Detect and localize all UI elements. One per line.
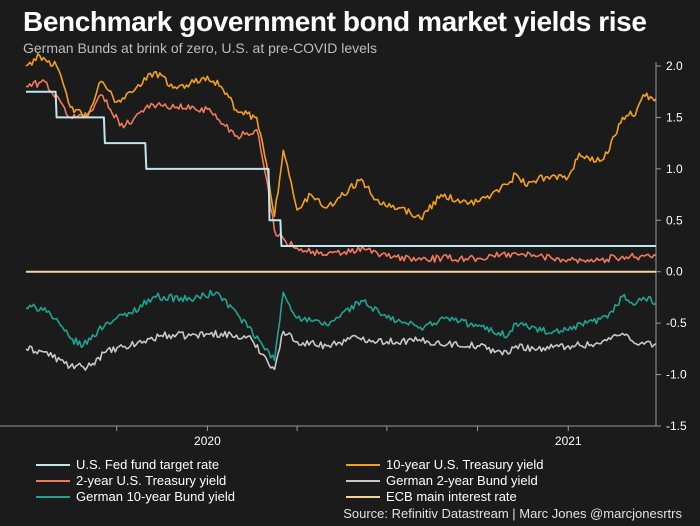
legend-item-ust10: 10-year U.S. Treasury yield: [346, 457, 544, 472]
legend-swatch: [36, 495, 70, 498]
legend-item-bund10: German 10-year Bund yield: [36, 489, 235, 504]
y-tick-label: -0.5: [666, 316, 687, 330]
legend-swatch: [346, 463, 380, 466]
source-note: Source: Refinitiv Datastream | Marc Jone…: [343, 506, 682, 521]
legend-label: German 10-year Bund yield: [76, 489, 235, 504]
legend-item-ecb: ECB main interest rate: [346, 489, 517, 504]
chart-title: Benchmark government bond market yields …: [23, 6, 647, 37]
y-tick-label: 1.0: [666, 162, 683, 176]
y-tick-label: 1.5: [666, 110, 683, 124]
series-line-fed: [26, 90, 656, 247]
legend-swatch: [346, 479, 380, 482]
legend-item-fed: U.S. Fed fund target rate: [36, 457, 219, 472]
x-tick-label: 2021: [555, 434, 582, 448]
series-line-ust2: [26, 79, 657, 264]
chart-subtitle: German Bunds at brink of zero, U.S. at p…: [23, 40, 378, 56]
y-tick-label: -1.0: [666, 368, 687, 382]
y-tick-label: 0.0: [666, 265, 683, 279]
series-line-bund10: [25, 289, 657, 361]
legend-label: German 2-year Bund yield: [386, 473, 538, 488]
legend-swatch: [346, 495, 380, 498]
legend: U.S. Fed fund target rate 10-year U.S. T…: [0, 453, 700, 504]
legend-item-ust2: 2-year U.S. Treasury yield: [36, 473, 226, 488]
x-tick-label: 2020: [194, 434, 221, 448]
series-line-ust10: [25, 53, 657, 221]
y-tick-label: 0.5: [666, 213, 683, 227]
legend-label: ECB main interest rate: [386, 489, 517, 504]
legend-label: 2-year U.S. Treasury yield: [76, 473, 227, 488]
legend-swatch: [36, 463, 70, 466]
legend-item-bund2: German 2-year Bund yield: [346, 473, 538, 488]
legend-label: U.S. Fed fund target rate: [76, 457, 220, 472]
series-line-bund2: [25, 329, 657, 371]
legend-label: 10-year U.S. Treasury yield: [386, 457, 544, 472]
y-tick-label: 2.0: [666, 59, 683, 73]
y-tick-label: -1.5: [666, 419, 687, 433]
legend-swatch: [36, 479, 70, 482]
